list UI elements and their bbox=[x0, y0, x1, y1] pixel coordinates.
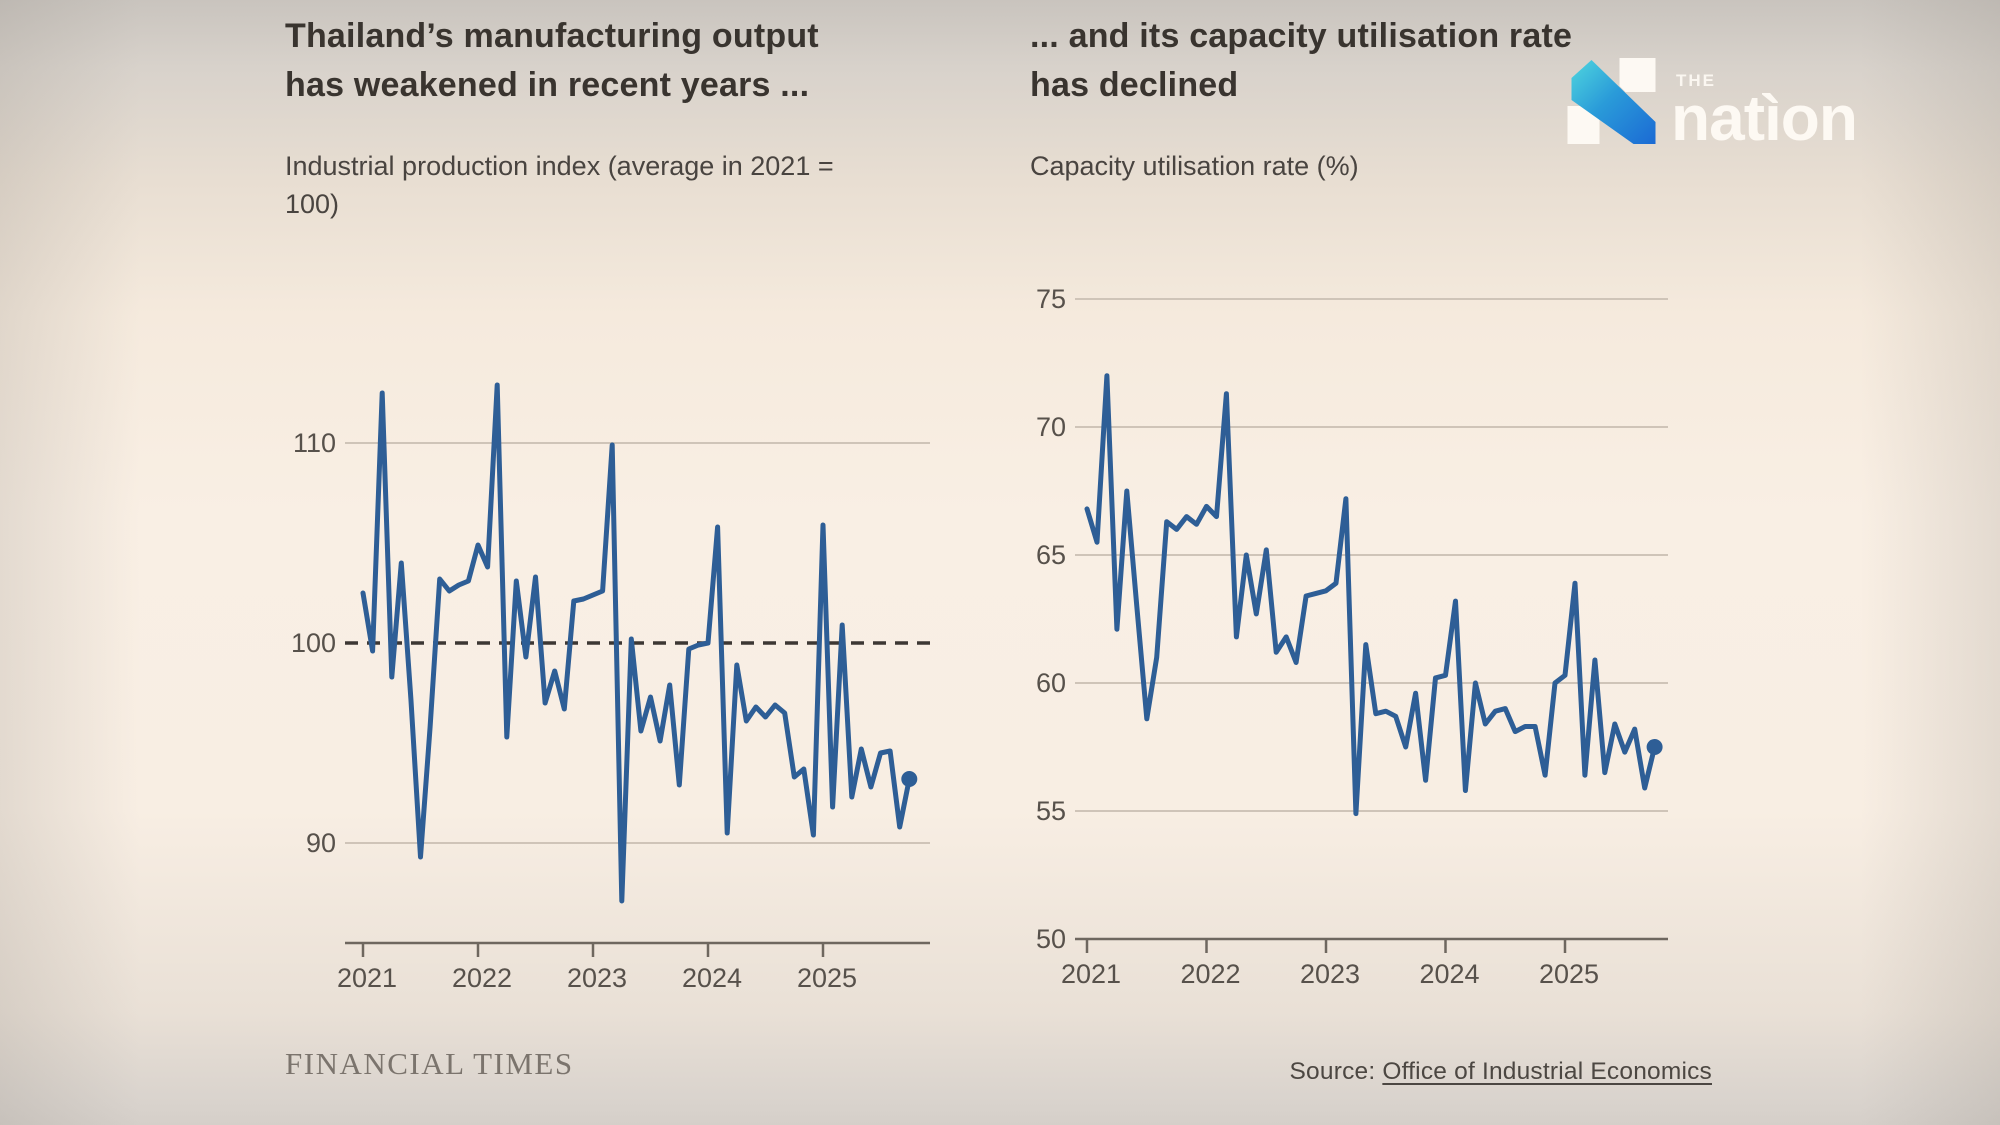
y-tick-label: 65 bbox=[1036, 540, 1066, 570]
x-tick-label: 2023 bbox=[567, 963, 627, 993]
y-tick-label: 55 bbox=[1036, 796, 1066, 826]
x-tick-label: 2024 bbox=[1419, 959, 1479, 989]
right-chart-subtitle: Capacity utilisation rate (%) bbox=[1030, 151, 1359, 181]
y-tick-label: 110 bbox=[293, 428, 336, 458]
right-chart-title: ... and its capacity utilisation rate ha… bbox=[1030, 17, 1573, 104]
x-tick-label: 2021 bbox=[1061, 959, 1121, 989]
nation-logo-wordmark: natìon bbox=[1671, 82, 1858, 154]
nation-logo: THE natìon bbox=[1563, 58, 1858, 154]
series-end-dot bbox=[901, 771, 918, 787]
source-link[interactable]: Office of Industrial Economics bbox=[1382, 1058, 1712, 1085]
left-chart-subtitle: Industrial production index (average in … bbox=[285, 151, 834, 219]
x-tick-label: 2022 bbox=[1180, 959, 1240, 989]
x-tick-label: 2024 bbox=[682, 963, 742, 993]
y-tick-label: 70 bbox=[1036, 412, 1066, 442]
x-tick-label: 2023 bbox=[1300, 959, 1360, 989]
y-tick-label: 75 bbox=[1036, 284, 1066, 314]
x-tick-label: 2025 bbox=[797, 963, 857, 993]
y-tick-label: 50 bbox=[1036, 924, 1066, 954]
source-label: Source: bbox=[1289, 1058, 1383, 1085]
x-tick-label: 2025 bbox=[1539, 959, 1599, 989]
nation-logo-mark-icon bbox=[1567, 58, 1656, 144]
y-tick-label: 60 bbox=[1036, 668, 1066, 698]
x-tick-label: 2021 bbox=[337, 963, 397, 993]
left-chart-title: Thailand’s manufacturing output has weak… bbox=[285, 17, 819, 104]
y-tick-label: 100 bbox=[291, 628, 336, 658]
series-line bbox=[1084, 373, 1658, 817]
ft-masthead: FINANCIAL TIMES bbox=[285, 1046, 574, 1081]
y-tick-label: 90 bbox=[306, 828, 336, 858]
capacity-utilisation-chart: 75 70 65 60 55 50 2021 2022 2023 2024 2025 bbox=[1036, 284, 1668, 989]
industrial-production-chart: 110 100 90 2021 2022 2023 2024 2025 bbox=[291, 382, 930, 993]
series-line bbox=[360, 382, 912, 904]
nation-logo-the: THE bbox=[1676, 71, 1716, 90]
x-tick-label: 2022 bbox=[452, 963, 512, 993]
series-end-dot bbox=[1646, 739, 1663, 755]
source-line: Source: Office of Industrial Economics bbox=[1290, 1058, 1712, 1086]
